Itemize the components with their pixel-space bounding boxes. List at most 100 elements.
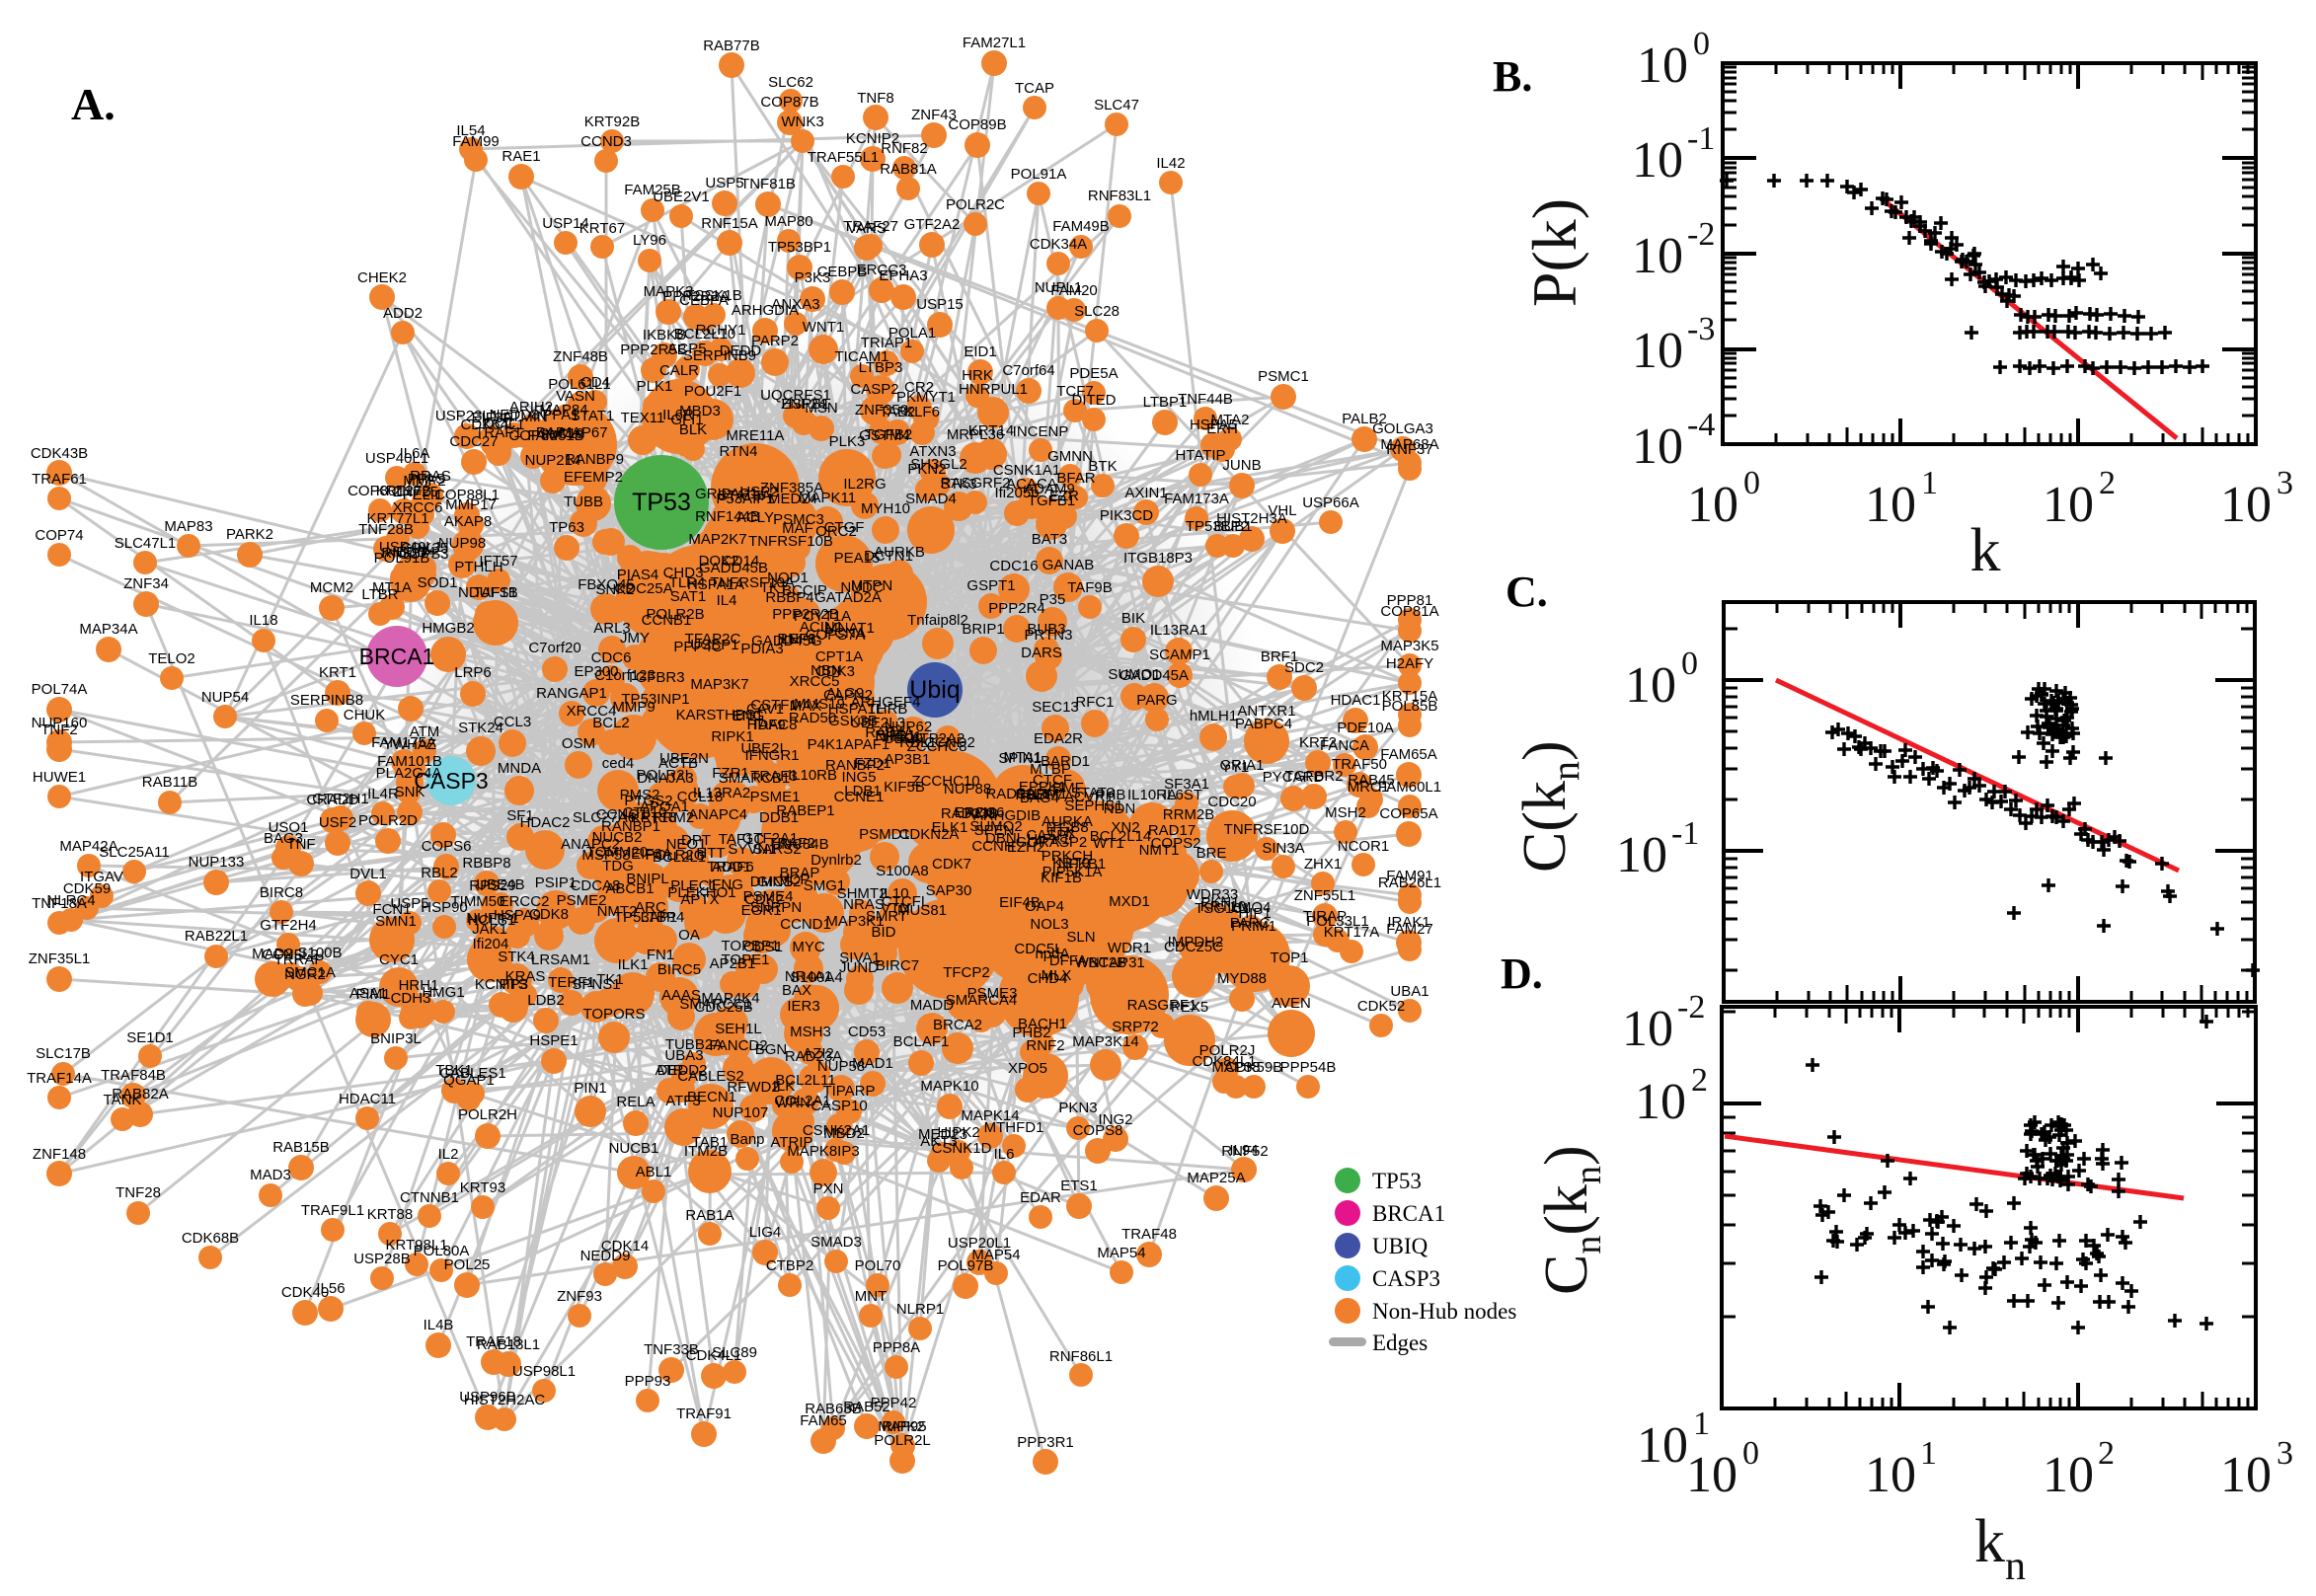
svg-text:SHMT2: SHMT2 [837,885,888,902]
svg-text:GSTM4: GSTM4 [859,427,910,444]
svg-text:MAP67: MAP67 [559,424,607,441]
svg-text:MED23: MED23 [918,1126,967,1143]
svg-text:PABPC4: PABPC4 [1235,716,1292,732]
svg-text:TAB2: TAB2 [880,404,915,420]
svg-text:RBL1: RBL1 [899,734,937,751]
svg-text:ced4: ced4 [602,755,635,772]
svg-text:CDC25A: CDC25A [614,580,672,597]
svg-text:KRT93: KRT93 [460,1179,505,1196]
svg-text:CDK14: CDK14 [601,1238,649,1254]
svg-text:NUDC: NUDC [840,579,883,596]
svg-text:BLK: BLK [679,421,707,438]
svg-text:PYCARD: PYCARD [1263,769,1325,786]
svg-text:CHD3: CHD3 [663,565,704,581]
svg-text:POLR2G: POLR2G [646,847,706,864]
svg-text:POLA1: POLA1 [888,325,936,342]
svg-text:Ifi205b: Ifi205b [994,485,1039,501]
svg-text:ERCC3: ERCC3 [857,262,907,278]
svg-text:KRT88: KRT88 [367,1206,413,1223]
svg-text:BCL2: BCL2 [592,715,630,731]
svg-text:TCAP: TCAP [1015,80,1054,97]
svg-text:EIF3F: EIF3F [472,410,512,426]
svg-text:TELO2: TELO2 [148,650,195,667]
svg-text:MNAT1: MNAT1 [825,620,875,637]
svg-text:NLRP1: NLRP1 [896,1301,944,1318]
svg-text:MAX: MAX [790,698,822,715]
svg-text:CDK7: CDK7 [932,856,971,873]
svg-text:ZNF24: ZNF24 [781,396,826,413]
svg-text:CDK59B: CDK59B [1225,1059,1282,1076]
svg-text:NHEJ1: NHEJ1 [875,728,922,745]
svg-text:P(k): P(k) [1519,198,1589,307]
svg-text:RAB15B: RAB15B [272,1139,330,1156]
svg-text:PEX5: PEX5 [1171,999,1208,1016]
svg-text:C7orf64: C7orf64 [1002,362,1054,379]
svg-text:TSG101: TSG101 [1195,900,1250,917]
svg-text:RELA: RELA [616,1094,655,1110]
svg-text:COP89B: COP89B [948,116,1006,133]
svg-text:ERH: ERH [1206,420,1238,437]
svg-text:ORC2: ORC2 [815,523,857,540]
svg-text:CDK35: CDK35 [401,540,448,557]
svg-text:1: 1 [1920,1435,1937,1472]
svg-text:D.: D. [1501,950,1543,998]
svg-text:PLK3: PLK3 [829,433,866,450]
svg-text:SIVA1: SIVA1 [839,950,880,966]
svg-text:UBA3: UBA3 [664,1047,703,1064]
svg-text:ANAPC4: ANAPC4 [688,806,747,823]
svg-text:NUFIP1: NUFIP1 [466,910,518,927]
svg-text:CTCF: CTCF [1033,772,1072,789]
svg-text:ATRIP: ATRIP [770,1134,812,1151]
svg-text:TNF18A: TNF18A [32,895,87,912]
svg-text:STAT3: STAT3 [1071,785,1115,801]
svg-text:USP5: USP5 [705,175,743,191]
svg-text:NOD1: NOD1 [767,570,809,586]
svg-text:BTK: BTK [1088,458,1117,475]
svg-text:S100A4: S100A4 [790,969,842,986]
svg-text:BIRC7: BIRC7 [876,957,919,974]
svg-text:NUP88: NUP88 [944,781,991,798]
svg-text:HIPK1: HIPK1 [1027,831,1069,848]
svg-text:GMNN: GMNN [1047,448,1093,465]
svg-text:RAB13L1: RAB13L1 [477,1336,540,1353]
svg-text:SARS2: SARS2 [752,841,801,858]
svg-text:POL33L1: POL33L1 [1306,913,1368,930]
svg-text:10: 10 [1637,1417,1688,1474]
svg-text:IL13RA2: IL13RA2 [693,785,750,801]
svg-text:CDK64L1: CDK64L1 [460,417,524,433]
svg-text:NUCB1: NUCB1 [609,1140,659,1157]
svg-text:FN1: FN1 [647,947,674,963]
svg-text:VCP: VCP [780,872,811,888]
svg-text:CTGF: CTGF [824,519,865,536]
svg-text:BCL2L10: BCL2L10 [674,326,736,342]
svg-text:DVL1: DVL1 [349,866,387,882]
svg-text:CDK3: CDK3 [815,663,855,680]
svg-text:THBS1: THBS1 [716,707,763,723]
svg-text:GTF2A1: GTF2A1 [742,830,799,847]
svg-text:AURKB: AURKB [874,544,925,561]
svg-text:TNF: TNF [286,836,315,853]
svg-text:IKBKB: IKBKB [643,327,686,343]
svg-text:NCOR1: NCOR1 [1338,838,1390,855]
svg-text:STAT1: STAT1 [571,408,614,424]
svg-text:IL10RB: IL10RB [788,767,837,784]
svg-text:USBP1: USBP1 [690,637,738,653]
svg-text:CDC20: CDC20 [1207,794,1256,810]
svg-text:IL6R: IL6R [662,407,694,423]
svg-text:USP2: USP2 [739,484,778,500]
svg-text:CEBPA: CEBPA [679,292,729,309]
svg-text:LIG4: LIG4 [749,1224,782,1241]
svg-text:P3K3: P3K3 [795,269,831,286]
svg-text:PKMYT1: PKMYT1 [896,389,956,406]
svg-text:Non-Hub nodes: Non-Hub nodes [1372,1299,1516,1324]
svg-text:PRIM1: PRIM1 [1231,918,1276,935]
svg-text:POL70: POL70 [855,1257,901,1274]
svg-text:UBE2L3: UBE2L3 [850,715,905,731]
svg-text:CHD4: CHD4 [1028,970,1068,987]
svg-text:MSP58: MSP58 [581,847,630,864]
svg-text:MSN: MSN [805,400,837,417]
svg-text:IER3: IER3 [787,998,819,1015]
svg-text:FANCD2: FANCD2 [709,1037,767,1054]
svg-text:OA: OA [678,927,700,944]
svg-text:POLR2L: POLR2L [874,1432,931,1449]
